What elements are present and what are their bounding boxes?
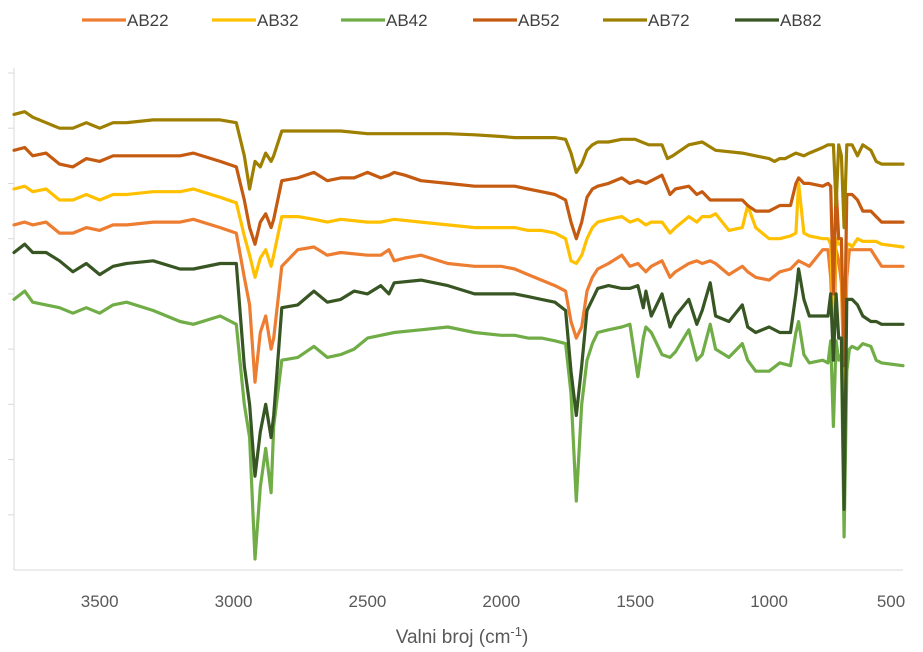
series-line-ab72 <box>12 110 905 230</box>
plot-area <box>12 110 905 561</box>
legend-label-ab32: AB32 <box>257 11 299 30</box>
x-axis-title-text: Valni broj (cm <box>396 627 511 648</box>
x-tick-label: 3000 <box>215 592 253 611</box>
series-line-ab82 <box>12 242 905 511</box>
x-tick-label: 1000 <box>750 592 788 611</box>
x-axis-title-superscript: -1 <box>510 624 522 639</box>
legend-label-ab72: AB72 <box>648 11 690 30</box>
x-tick-label: 3500 <box>81 592 119 611</box>
x-tick-label: 500 <box>877 592 905 611</box>
chart-axes: 3500 3000 2500 2000 1500 1000 500 <box>8 68 905 611</box>
series-line-ab52 <box>12 145 905 368</box>
x-tick-label: 2500 <box>349 592 387 611</box>
series-line-ab42 <box>12 289 905 561</box>
x-axis-title: Valni broj (cm-1) <box>396 624 529 648</box>
x-tick-label: 1500 <box>616 592 654 611</box>
legend-label-ab22: AB22 <box>127 11 169 30</box>
chart-legend: AB22 AB32 AB42 AB52 AB72 AB82 <box>82 11 822 30</box>
series-line-ab32 <box>12 181 905 417</box>
legend-label-ab52: AB52 <box>518 11 560 30</box>
legend-label-ab42: AB42 <box>386 11 428 30</box>
legend-label-ab82: AB82 <box>780 11 822 30</box>
series-line-ab22 <box>12 217 905 390</box>
x-axis-title-end: ) <box>522 627 528 648</box>
x-tick-label: 2000 <box>482 592 520 611</box>
